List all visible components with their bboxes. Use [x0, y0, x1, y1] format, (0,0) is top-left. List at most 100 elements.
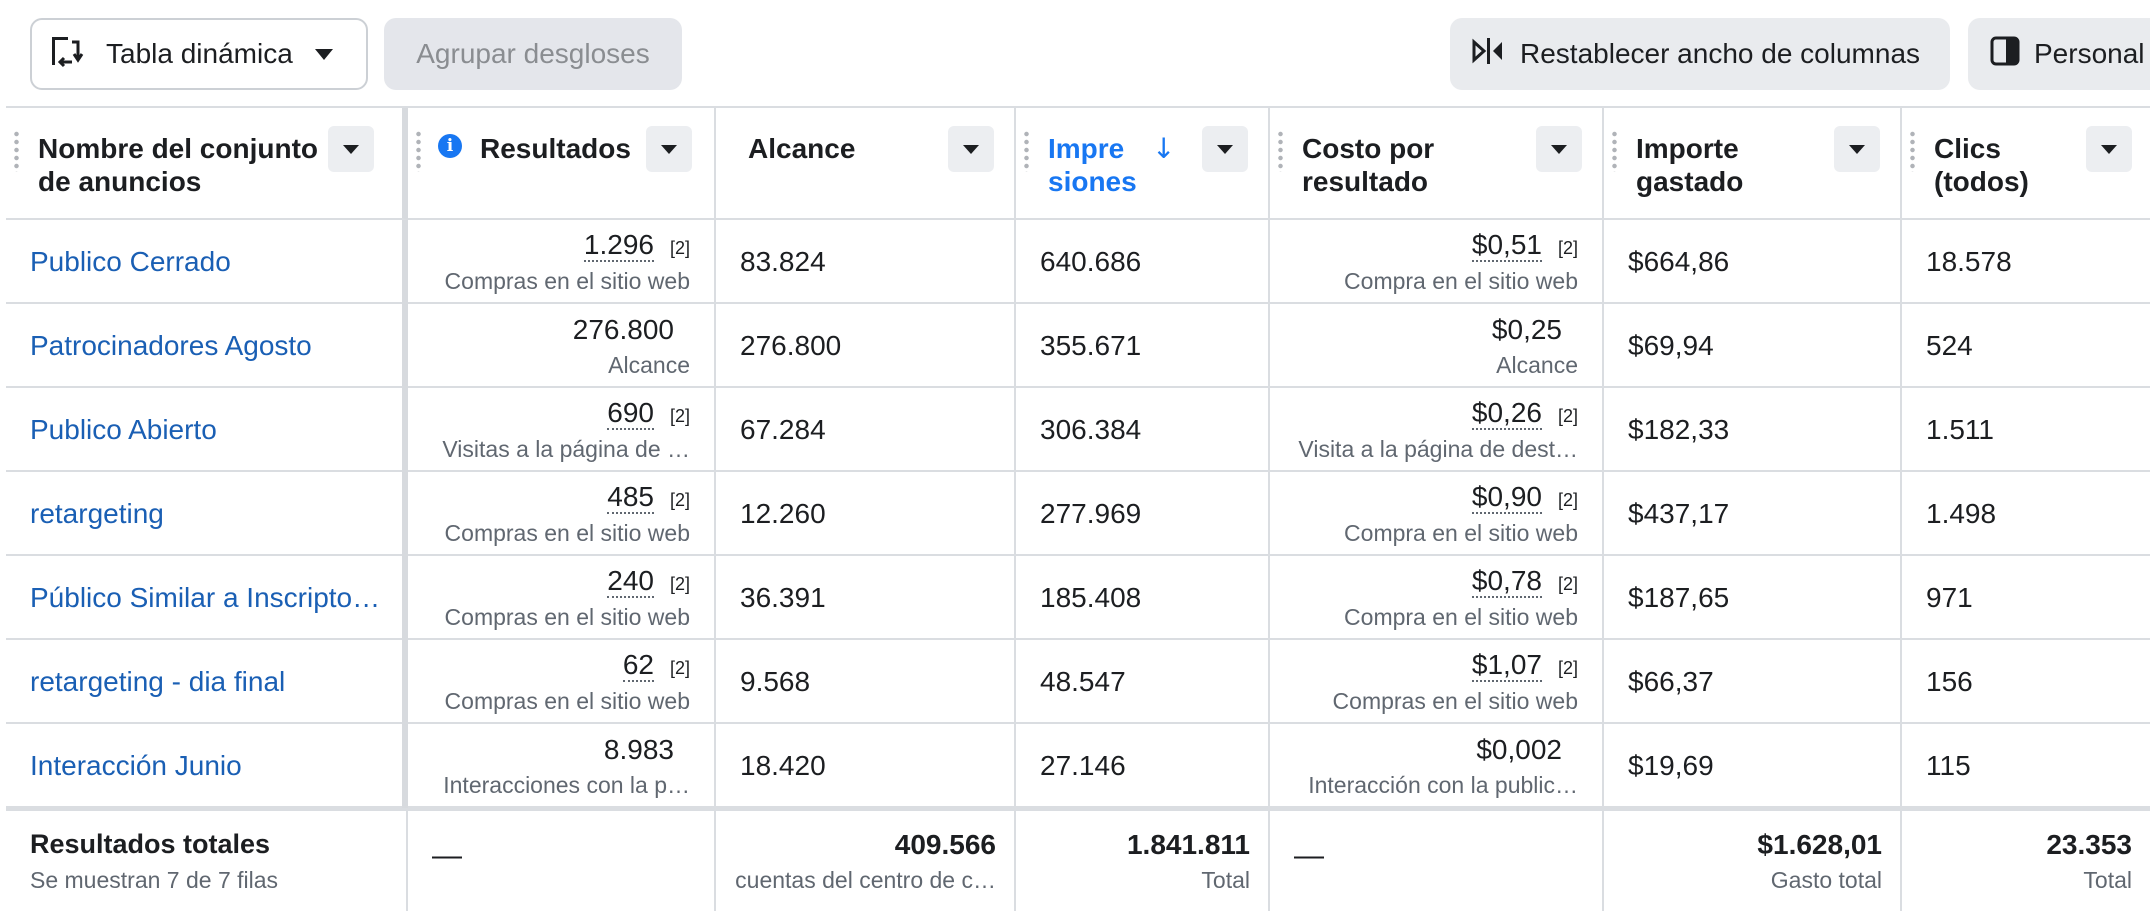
- customize-button[interactable]: Personal: [1968, 18, 2150, 90]
- column-header-name[interactable]: Nombre del conjunto de anuncios: [6, 108, 408, 220]
- ad-set-name-link[interactable]: retargeting - dia final: [30, 666, 286, 697]
- clicks-cell: 1.511: [1902, 388, 2150, 472]
- clicks-cell: 524: [1902, 304, 2150, 388]
- results-footnote: [2]: [669, 238, 690, 258]
- spent-value: $437,17: [1628, 498, 1730, 529]
- ad-set-name-link[interactable]: Público Similar a Inscripto…: [30, 582, 381, 613]
- impressions-value: 355.671: [1040, 330, 1142, 361]
- totals-title: Resultados totales: [30, 829, 271, 859]
- reach-cell: 276.800: [716, 304, 1016, 388]
- results-footnote: [2]: [669, 574, 690, 594]
- column-header-impressions[interactable]: Impre siones ↓: [1016, 108, 1270, 220]
- column-header-reach[interactable]: Alcance: [716, 108, 1016, 220]
- results-value[interactable]: 8.983: [603, 734, 674, 765]
- results-value[interactable]: 62: [622, 649, 654, 682]
- cost-cell: $0,26 [2] Visita a la página de dest…: [1270, 388, 1604, 472]
- ad-set-name-link[interactable]: retargeting: [30, 498, 164, 529]
- ad-set-name-link[interactable]: Publico Abierto: [30, 414, 217, 445]
- cost-value[interactable]: $1,07: [1471, 649, 1542, 682]
- reach-value: 18.420: [740, 750, 826, 781]
- pivot-table-button[interactable]: Tabla dinámica: [30, 18, 368, 90]
- column-header-results[interactable]: i Resultados: [408, 108, 716, 220]
- column-header-cost[interactable]: Costo por resultado: [1270, 108, 1604, 220]
- cost-value[interactable]: $0,90: [1471, 481, 1542, 514]
- column-menu-button[interactable]: [1834, 126, 1880, 172]
- column-menu-button[interactable]: [646, 126, 692, 172]
- sort-descending-icon[interactable]: ↓: [1152, 132, 1176, 165]
- column-menu-button[interactable]: [1202, 126, 1248, 172]
- ad-sets-table: Nombre del conjunto de anuncios i Result…: [6, 106, 2150, 911]
- group-breakdowns-button[interactable]: Agrupar desgloses: [384, 18, 682, 90]
- drag-handle-icon[interactable]: [1278, 130, 1283, 172]
- cost-value[interactable]: $0,78: [1471, 565, 1542, 598]
- table-row[interactable]: Patrocinadores Agosto 276.800 Alcance 276.8…: [6, 304, 2150, 388]
- results-footnote: [2]: [669, 406, 690, 426]
- results-value[interactable]: 240: [607, 565, 654, 598]
- cost-footnote: [2]: [1557, 238, 1578, 258]
- cost-footnote: [2]: [1557, 658, 1578, 678]
- column-menu-button[interactable]: [948, 126, 994, 172]
- name-cell: retargeting: [6, 472, 408, 556]
- impressions-value: 185.408: [1040, 582, 1142, 613]
- results-value-wrap: 8.983: [604, 734, 690, 766]
- reach-cell: 12.260: [716, 472, 1016, 556]
- cost-value[interactable]: $0,26: [1471, 397, 1542, 430]
- totals-results-value: —: [432, 839, 462, 872]
- drag-handle-icon[interactable]: [1910, 130, 1915, 172]
- totals-clicks-value: 23.353: [2046, 829, 2132, 860]
- totals-row: Resultados totales Se muestran 7 de 7 fi…: [6, 808, 2150, 911]
- impressions-cell: 355.671: [1016, 304, 1270, 388]
- column-title-results: Resultados: [480, 133, 631, 164]
- column-menu-button[interactable]: [1536, 126, 1582, 172]
- impressions-cell: 277.969: [1016, 472, 1270, 556]
- totals-impressions-value: 1.841.811: [1126, 829, 1250, 860]
- impressions-value: 277.969: [1040, 498, 1142, 529]
- totals-reach-cell: 409.566 cuentas del centro de c…: [716, 811, 1016, 911]
- table-row[interactable]: Interacción Junio 8.983 Interacciones con …: [6, 724, 2150, 808]
- cost-cell: $0,90 [2] Compra en el sitio web: [1270, 472, 1604, 556]
- column-header-clicks[interactable]: Clics (todos): [1902, 108, 2150, 220]
- spent-cell: $182,33: [1604, 388, 1902, 472]
- drag-handle-icon[interactable]: [1024, 130, 1029, 172]
- drag-handle-icon[interactable]: [14, 130, 19, 172]
- column-menu-button[interactable]: [2086, 126, 2132, 172]
- info-icon[interactable]: i: [438, 134, 462, 158]
- results-value-wrap: 62 [2]: [622, 649, 690, 682]
- table-row[interactable]: Público Similar a Inscripto… 240 [2] Compra…: [6, 556, 2150, 640]
- pivot-icon: [50, 34, 84, 75]
- cost-value[interactable]: $0,002: [1476, 734, 1562, 765]
- column-menu-button[interactable]: [328, 126, 374, 172]
- drag-handle-icon[interactable]: [416, 130, 421, 172]
- drag-handle-icon[interactable]: [1612, 130, 1617, 172]
- results-cell: 276.800 Alcance: [408, 304, 716, 388]
- table-row[interactable]: Publico Abierto 690 [2] Visitas a la página…: [6, 388, 2150, 472]
- caret-down-icon: [963, 144, 979, 154]
- reach-cell: 36.391: [716, 556, 1016, 640]
- ad-set-name-link[interactable]: Publico Cerrado: [30, 246, 231, 277]
- caret-down-icon: [343, 144, 359, 154]
- cost-value-wrap: $1,07 [2]: [1471, 649, 1578, 682]
- reach-cell: 9.568: [716, 640, 1016, 724]
- table-row[interactable]: Publico Cerrado 1.296 [2] Compras en el sit…: [6, 220, 2150, 304]
- results-value-wrap: 690 [2]: [607, 398, 690, 430]
- column-title-reach: Alcance: [748, 133, 856, 164]
- cost-cell: $0,002 Interacción con la public…: [1270, 724, 1604, 808]
- results-value[interactable]: 485: [607, 481, 654, 514]
- results-cell: 8.983 Interacciones con la p…: [408, 724, 716, 808]
- ad-set-name-link[interactable]: Patrocinadores Agosto: [30, 330, 312, 361]
- results-value[interactable]: 690: [607, 397, 654, 430]
- totals-reach-value: 409.566: [894, 829, 996, 860]
- cost-value[interactable]: $0,51: [1471, 229, 1542, 262]
- results-value[interactable]: 1.296: [583, 229, 654, 262]
- results-type: Alcance: [608, 352, 690, 378]
- impressions-cell: 185.408: [1016, 556, 1270, 640]
- totals-spent-label: Gasto total: [1770, 867, 1882, 893]
- table-row[interactable]: retargeting - dia final 62 [2] Compras en e…: [6, 640, 2150, 724]
- column-header-spent[interactable]: Importe gastado: [1604, 108, 1902, 220]
- results-value[interactable]: 276.800: [572, 314, 674, 345]
- table-row[interactable]: retargeting 485 [2] Compras en el sitio web…: [6, 472, 2150, 556]
- cost-value[interactable]: $0,25: [1491, 314, 1562, 345]
- reset-column-width-button[interactable]: Restablecer ancho de columnas: [1450, 18, 1950, 90]
- column-title-spent: Importe gastado: [1636, 133, 1744, 197]
- ad-set-name-link[interactable]: Interacción Junio: [30, 750, 242, 781]
